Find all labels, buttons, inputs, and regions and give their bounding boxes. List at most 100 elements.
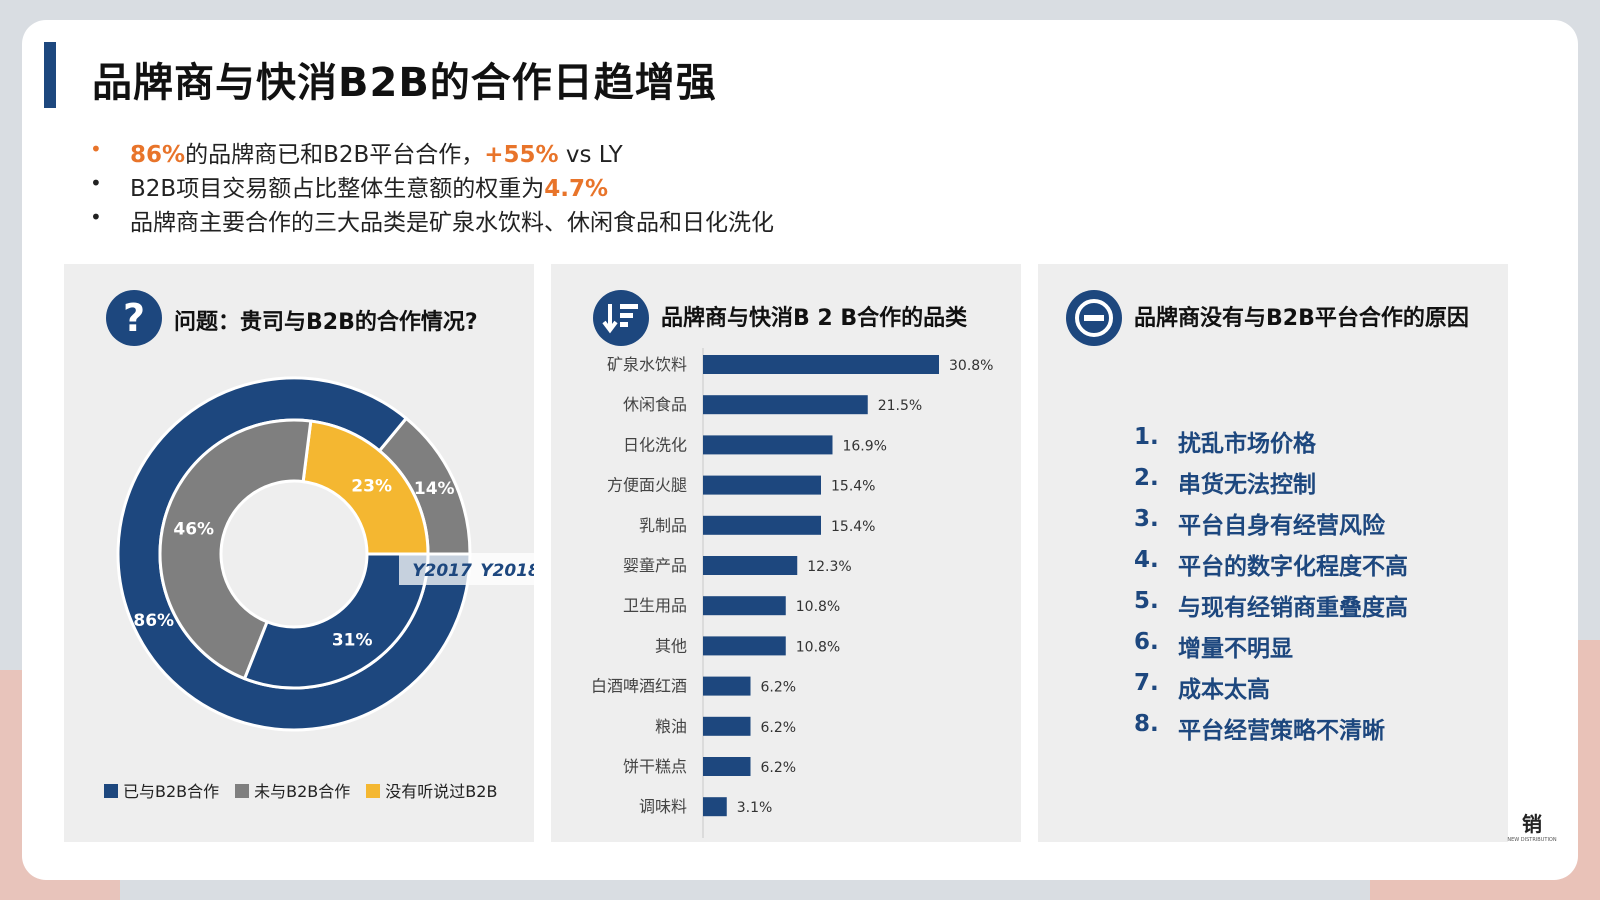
bar (703, 556, 798, 575)
category-label: 饼干糕点 (623, 757, 687, 776)
title-accent-bar (44, 42, 56, 108)
reason-number: 1. (1134, 424, 1159, 450)
bar (703, 596, 786, 616)
category-label: 日化洗化 (623, 435, 687, 454)
legend-item: 没有听说过B2B (366, 778, 497, 802)
bullet-text: 品牌商主要合作的三大品类是矿泉水饮料、休闲食品和日化洗化 (130, 203, 774, 237)
bar-value-label: 15.4% (831, 479, 875, 495)
reason-text: 平台的数字化程度不高 (1178, 554, 1408, 580)
bar (703, 797, 727, 817)
panel-non-cooperation-reasons: 品牌商没有与B2B平台合作的原因 1. 扰乱市场价格 2. 串货无法控制 3. 平台自身有… (1038, 264, 1508, 842)
inner-ring-slice (242, 552, 430, 690)
legend-swatch (366, 784, 381, 798)
minus-circle-icon (1066, 290, 1122, 346)
bar-value-label: 6.2% (761, 680, 797, 696)
category-label: 其他 (655, 636, 687, 655)
category-label: 方便面火腿 (607, 476, 687, 495)
reason-text: 成本太高 (1178, 677, 1270, 703)
reason-number: 5. (1134, 588, 1159, 614)
highlight-value: +55% (484, 142, 559, 168)
bar (703, 757, 751, 776)
category-label: 婴童产品 (623, 556, 687, 575)
bar (703, 515, 821, 535)
page-title: 品牌商与快消B2B的合作日趋增强 (92, 60, 717, 106)
question-icon: ? (106, 290, 162, 346)
brand-logo-fragment: 销 NEW DISTRIBUTION (1507, 812, 1557, 843)
bullet-text-part: 的品牌商已和B2B平台合作， (185, 142, 485, 168)
panel-title: 品牌商没有与B2B平台合作的原因 (1134, 306, 1469, 331)
reason-number: 7. (1134, 670, 1159, 696)
slice-label: 23% (351, 477, 392, 497)
bar (703, 676, 751, 696)
bar (703, 716, 751, 736)
bar-value-label: 10.8% (796, 599, 840, 615)
legend-label: 未与B2B合作 (254, 782, 351, 801)
bar (703, 395, 868, 415)
bullet-text-part: B2B项目交易额占比整体生意额的权重为 (130, 176, 545, 202)
bar (703, 475, 821, 495)
bar-value-label: 3.1% (737, 800, 773, 816)
legend-label: 已与B2B合作 (123, 782, 220, 801)
reason-text: 增量不明显 (1178, 636, 1293, 662)
legend-item: 未与B2B合作 (235, 778, 350, 802)
reason-number: 4. (1134, 547, 1159, 573)
bar-value-label: 12.3% (807, 559, 851, 575)
reason-text: 串货无法控制 (1178, 472, 1316, 498)
highlight-value: 4.7% (544, 176, 608, 202)
year-labels-box (399, 553, 534, 585)
reason-text: 与现有经销商重叠度高 (1178, 595, 1408, 621)
bar (703, 435, 833, 455)
category-label: 调味料 (639, 797, 687, 816)
panel-title: 问题：贵司与B2B的合作情况? (174, 310, 478, 335)
category-label: 乳制品 (639, 516, 687, 535)
bar-value-label: 15.4% (831, 519, 875, 535)
highlight-value: 86% (130, 142, 186, 168)
legend-item: 已与B2B合作 (104, 778, 219, 802)
category-bar-chart: 矿泉水饮料 30.8% 休闲食品 21.5% 日化洗化 16.9% 方便面火腿 15.4% 乳制… (591, 348, 993, 838)
bar (703, 636, 786, 656)
slice-label: 14% (414, 479, 455, 499)
bar-value-label: 6.2% (761, 720, 797, 736)
bar-value-label: 21.5% (878, 398, 922, 414)
slice-label: 46% (173, 519, 214, 539)
year-label: Y2018 (480, 561, 534, 581)
reason-text: 扰乱市场价格 (1178, 431, 1316, 457)
bullet-text: B2B项目交易额占比整体生意额的权重为4.7% (130, 169, 608, 203)
bar-value-label: 16.9% (842, 438, 886, 454)
bar-value-label: 10.8% (796, 639, 840, 655)
bar (703, 355, 939, 374)
bullet-text-part: vs LY (558, 142, 623, 168)
slice-label: 31% (332, 631, 373, 651)
panel-cooperation-status: ? 问题：贵司与B2B的合作情况? 14% 86% 23% 46% 31% Y2017 Y2… (64, 264, 534, 842)
inner-ring-slice (158, 418, 313, 681)
donut-chart: 14% 86% 23% 46% 31% Y2017 Y2018 (116, 376, 534, 732)
reason-text: 平台自身有经营风险 (1178, 513, 1385, 539)
reason-number: 6. (1134, 629, 1159, 655)
legend-swatch (235, 784, 250, 798)
bullet-text-part: 品牌商主要合作的三大品类是矿泉水饮料、休闲食品和日化洗化 (130, 210, 774, 236)
category-label: 矿泉水饮料 (607, 355, 687, 374)
panel-title: 品牌商与快消B 2 B合作的品类 (661, 306, 968, 331)
inner-ring-slice (301, 419, 430, 556)
legend-label: 没有听说过B2B (385, 782, 498, 801)
reason-number: 2. (1134, 465, 1159, 491)
category-label: 休闲食品 (623, 395, 687, 414)
sort-descending-icon (593, 290, 649, 346)
bullet-dot: • (90, 137, 102, 161)
bar-value-label: 6.2% (761, 760, 797, 776)
reason-number: 3. (1134, 506, 1159, 532)
bullet-text: 86%的品牌商已和B2B平台合作，+55% vs LY (130, 135, 623, 169)
reason-number: 8. (1134, 711, 1159, 737)
bullet-dot: • (90, 205, 102, 229)
donut-legend: 已与B2B合作 未与B2B合作 没有听说过B2B (104, 778, 513, 802)
legend-swatch (104, 784, 118, 798)
panel-categories: 品牌商与快消B 2 B合作的品类 矿泉水饮料 30.8% 休闲食品 21.5% 日化洗化… (551, 264, 1021, 842)
slice-label: 86% (133, 611, 174, 631)
slide: 品牌商与快消B2B的合作日趋增强 • 86%的品牌商已和B2B平台合作，+55% … (22, 20, 1578, 880)
category-label: 白酒啤酒红酒 (591, 677, 687, 696)
category-label: 粮油 (655, 717, 687, 736)
reason-text: 平台经营策略不清晰 (1178, 718, 1385, 744)
bar-value-label: 30.8% (949, 358, 993, 374)
bullet-dot: • (90, 171, 102, 195)
year-label: Y2017 (412, 561, 472, 581)
